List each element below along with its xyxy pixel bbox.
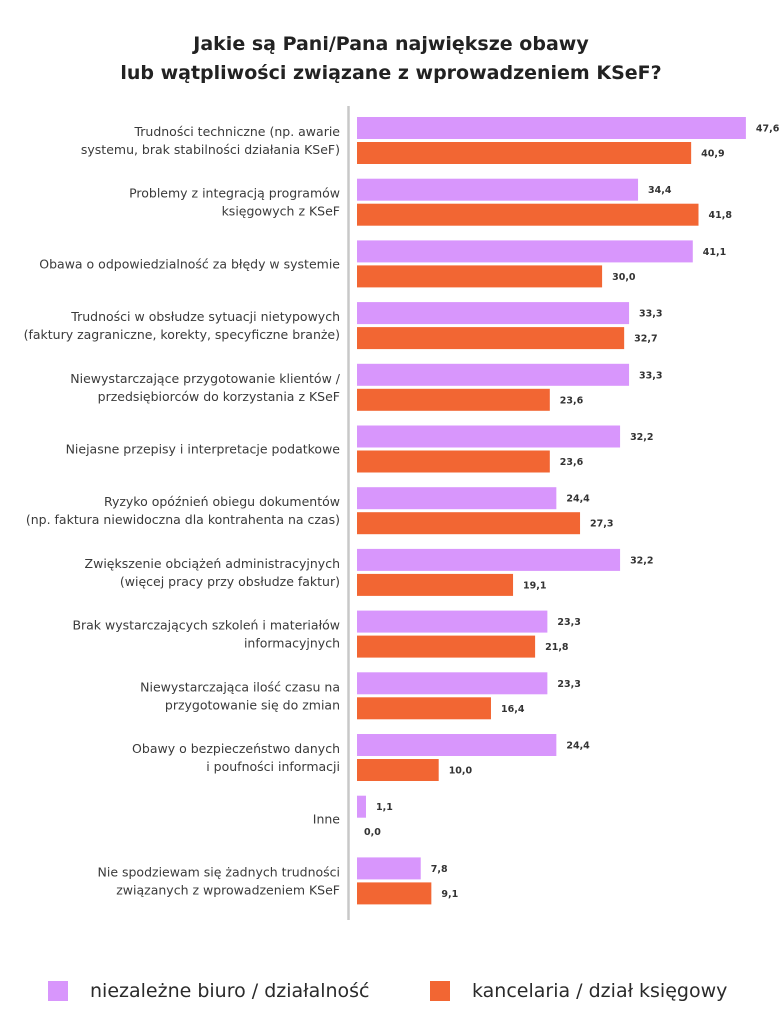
bar-series-2	[357, 573, 514, 596]
bar-series-2	[357, 635, 536, 658]
category-label-line: Zwiększenie obciążeń administracyjnych	[85, 556, 340, 571]
bar-series-1	[357, 240, 693, 263]
bar-series-2	[357, 450, 550, 473]
bar-series-2	[357, 203, 699, 226]
data-label-series-2: 23,6	[560, 457, 584, 468]
category-label-line: informacyjnych	[244, 636, 340, 651]
legend-item-series-1: niezależne biuro / działalność	[48, 980, 370, 1002]
data-label-series-2: 16,4	[501, 704, 525, 715]
data-label-series-1: 7,8	[431, 864, 448, 875]
data-label-series-2: 10,0	[449, 766, 473, 777]
bar-series-1	[357, 672, 548, 695]
bar-series-1	[357, 178, 639, 201]
data-label-series-1: 32,2	[630, 432, 653, 443]
category-label-line: Obawy o bezpieczeństwo danych	[132, 741, 340, 756]
data-label-series-1: 32,2	[630, 555, 653, 566]
legend-item-series-2: kancelaria / dział księgowy	[430, 980, 727, 1002]
data-label-series-1: 24,4	[566, 494, 590, 505]
data-label-series-2: 32,7	[634, 334, 657, 345]
category-label: Inne	[313, 812, 341, 827]
bar-series-1	[357, 425, 621, 448]
category-label-line: Trudności w obsłudze sytuacji nietypowyc…	[70, 309, 340, 324]
data-label-series-2: 9,1	[441, 889, 458, 900]
bar-series-2	[357, 142, 692, 164]
category-label: Niewystarczająca ilość czasu na przygotow…	[140, 679, 340, 712]
data-label-series-1: 23,3	[557, 617, 580, 628]
data-label-series-2: 19,1	[523, 580, 546, 591]
category-label: Nie spodziewam się żadnych trudności zwią…	[98, 864, 341, 897]
category-label: Obawy o bezpieczeństwo danych i poufności…	[132, 741, 340, 774]
bar-series-2	[357, 882, 432, 905]
data-label-series-2: 21,8	[545, 642, 569, 653]
bar-series-1	[357, 795, 366, 818]
category-label-line: Niejasne przepisy i interpretacje podatk…	[66, 442, 341, 457]
legend-label-series-2: kancelaria / dział księgowy	[472, 980, 728, 1002]
category-label-line: Obawa o odpowiedzialność za błędy w syst…	[39, 256, 340, 271]
chart-title-line-1: Jakie są Pani/Pana największe obawy	[193, 33, 589, 55]
category-label-line: Inne	[313, 812, 341, 827]
data-label-series-1: 23,3	[557, 679, 580, 690]
bar-series-1	[357, 857, 421, 880]
bar-series-2	[357, 512, 581, 535]
data-label-series-2: 23,6	[560, 395, 584, 406]
category-label-line: związanych z wprowadzeniem KSeF	[116, 882, 340, 897]
bar-series-1	[357, 610, 548, 633]
bar-chart: Trudności techniczne (np. awarie systemu,…	[24, 106, 780, 920]
legend-label-series-1: niezależne biuro / działalność	[90, 980, 370, 1002]
data-label-series-2: 40,9	[701, 149, 724, 160]
bar-series-2	[357, 327, 625, 350]
bar-series-2	[357, 759, 439, 781]
category-label-line: systemu, brak stabilności działania KSeF…	[81, 142, 340, 157]
bar-series-2	[357, 388, 550, 411]
category-label-line: Nie spodziewam się żadnych trudności	[98, 864, 341, 879]
category-label: Problemy z integracją programów księgowyc…	[129, 186, 340, 219]
chart-title: Jakie są Pani/Pana największe obawy lub …	[0, 30, 782, 88]
category-label-line: Problemy z integracją programów	[129, 186, 340, 201]
legend-swatch-series-1	[48, 981, 68, 1001]
data-label-series-1: 1,1	[376, 802, 393, 813]
category-label-line: Niewystarczające przygotowanie klientów …	[70, 371, 340, 386]
category-label: Zwiększenie obciążeń administracyjnych (w…	[85, 556, 340, 589]
bar-series-1	[357, 117, 746, 139]
bar-series-1	[357, 302, 630, 325]
category-label-line: Niewystarczająca ilość czasu na	[140, 679, 340, 694]
category-label: Trudności techniczne (np. awarie systemu,…	[81, 124, 340, 157]
category-label-line: przedsiębiorców do korzystania z KSeF	[98, 389, 340, 404]
data-label-series-2: 41,8	[709, 210, 733, 221]
data-label-series-1: 33,3	[639, 370, 662, 381]
bar-series-1	[357, 734, 557, 756]
category-label-line: Brak wystarczających szkoleń i materiałó…	[72, 618, 340, 633]
category-label-line: Trudności techniczne (np. awarie	[133, 124, 340, 139]
data-label-series-2: 30,0	[612, 272, 636, 283]
chart-title-line-2: lub wątpliwości związane z wprowadzeniem…	[120, 62, 662, 84]
legend: niezależne biuro / działalność kancelari…	[0, 980, 782, 1020]
data-label-series-2: 27,3	[590, 519, 613, 530]
data-label-series-1: 47,6	[756, 124, 780, 135]
category-label-line: Ryzyko opóźnień obiegu dokumentów	[104, 494, 340, 509]
category-label: Obawa o odpowiedzialność za błędy w syst…	[39, 256, 340, 271]
category-label: Niewystarczające przygotowanie klientów …	[70, 371, 340, 404]
bar-series-1	[357, 487, 557, 510]
bars-layer: Trudności techniczne (np. awarie systemu,…	[24, 117, 780, 905]
category-label-line: (faktury zagraniczne, korekty, specyficz…	[24, 327, 340, 342]
category-label-line: przygotowanie się do zmian	[165, 697, 340, 712]
legend-swatch-series-2	[430, 981, 450, 1001]
data-label-series-1: 24,4	[566, 741, 590, 752]
bar-series-2	[357, 697, 491, 720]
data-label-series-1: 33,3	[639, 309, 662, 320]
data-label-series-1: 34,4	[648, 185, 672, 196]
bar-series-1	[357, 363, 630, 386]
category-label: Trudności w obsłudze sytuacji nietypowyc…	[24, 309, 340, 342]
category-label-line: i poufności informacji	[206, 759, 340, 774]
bar-series-1	[357, 548, 621, 571]
data-label-series-1: 41,1	[703, 247, 726, 258]
category-label: Brak wystarczających szkoleń i materiałó…	[72, 618, 340, 651]
bar-series-2	[357, 265, 603, 288]
category-label: Ryzyko opóźnień obiegu dokumentów (np. fa…	[26, 494, 340, 527]
category-label-line: księgowych z KSeF	[222, 204, 340, 219]
data-label-series-2: 0,0	[364, 827, 381, 838]
category-label-line: (np. faktura niewidoczna dla kontrahenta…	[26, 512, 340, 527]
category-label-line: (więcej pracy przy obsłudze faktur)	[120, 574, 340, 589]
category-label: Niejasne przepisy i interpretacje podatk…	[66, 442, 341, 457]
